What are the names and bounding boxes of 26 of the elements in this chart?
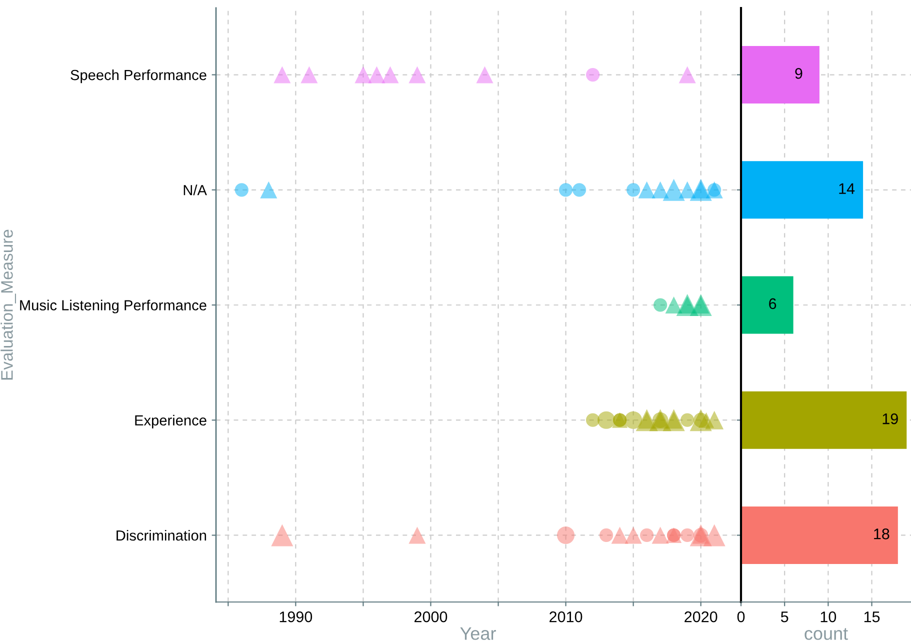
data-label: 9 [795,68,802,79]
data-label: 6 [769,298,776,310]
y-tick-label: N/A [184,184,207,196]
y-tick-label: Experience [135,414,206,428]
y-axis-title: Evaluation_Measure [0,230,16,380]
x-tick-label: 5 [780,612,788,622]
x-tick-label: 2000 [414,611,448,622]
x-tick-label: 0 [737,611,745,622]
data-label: 14 [839,183,855,194]
y-tick-label: Music Listening Performance [20,300,206,314]
bar [741,161,864,219]
x-tick-label: 2020 [684,611,718,622]
data-label: 19 [882,413,898,424]
x-axis-title: count [804,628,848,640]
x-tick-label: 15 [864,612,880,622]
y-tick-label: Discrimination [116,530,206,541]
x-tick-label: 2010 [550,611,582,622]
bar [741,276,794,334]
x-tick-label: 10 [820,611,836,622]
y-tick-label: Speech Performance [70,69,206,84]
bar [741,46,820,104]
bar [741,506,898,564]
x-axis-title: Year [460,627,496,640]
x-tick-label: 1990 [280,611,312,622]
bar [741,391,907,449]
data-label: 18 [874,528,890,540]
